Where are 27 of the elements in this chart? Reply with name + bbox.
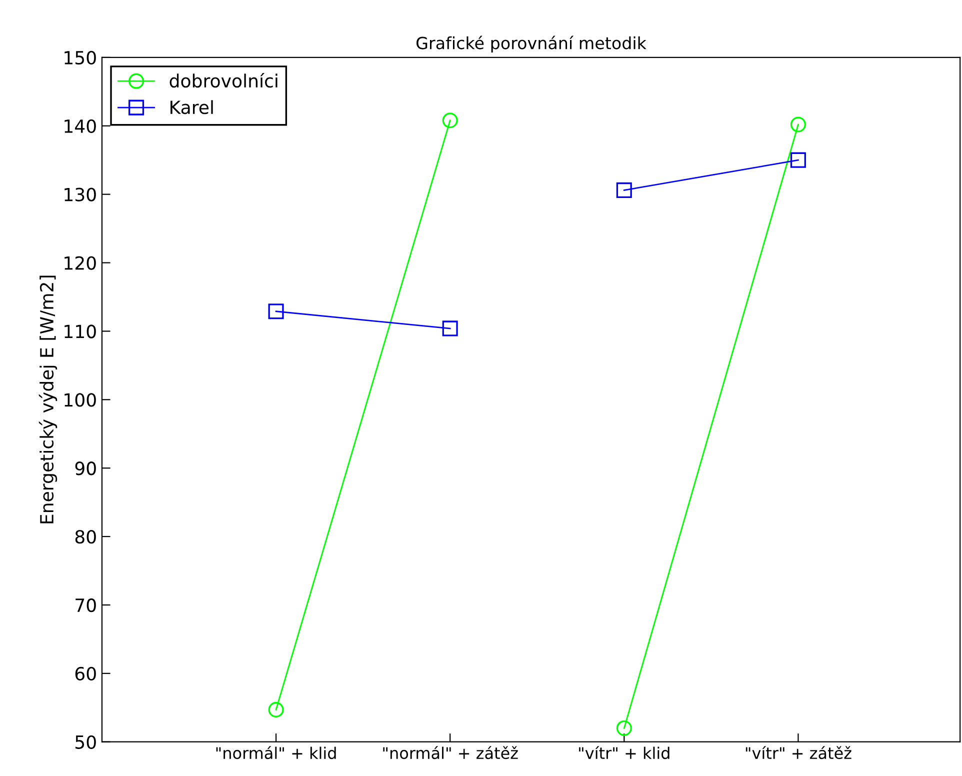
y-tick-label: 80 bbox=[75, 530, 96, 544]
x-tick-label: "normál" + zátěž bbox=[383, 746, 518, 760]
point bbox=[268, 702, 284, 718]
point bbox=[616, 720, 632, 736]
x-tick-label: "vítr" + zátěž bbox=[746, 746, 852, 760]
y-tick-label: 150 bbox=[64, 50, 96, 65]
point bbox=[616, 182, 632, 198]
legend-label: dobrovolníci bbox=[170, 72, 278, 88]
y-tick-label: 70 bbox=[76, 598, 96, 612]
x-tick-label: "normál" + klid bbox=[216, 746, 336, 760]
y-axis-title: Energetický výdej E [W/m2] bbox=[38, 276, 58, 524]
y-tick-label: 90 bbox=[75, 462, 96, 476]
point bbox=[268, 304, 284, 320]
legend-label: Karel bbox=[170, 100, 213, 114]
point bbox=[790, 152, 806, 168]
x-tick-label: "vítr" + klid bbox=[579, 746, 670, 760]
y-tick-label: 130 bbox=[64, 188, 96, 202]
y-tick-label: 50 bbox=[76, 735, 96, 749]
point bbox=[442, 320, 458, 336]
y-tick-label: 60 bbox=[75, 666, 96, 681]
point bbox=[790, 116, 806, 132]
y-tick-label: 120 bbox=[64, 256, 96, 270]
y-tick-label: 110 bbox=[64, 324, 96, 338]
chart-title: Grafické porovnání metodik bbox=[416, 36, 646, 53]
y-tick-label: 140 bbox=[64, 119, 96, 133]
point bbox=[442, 112, 458, 128]
y-tick-label: 100 bbox=[64, 393, 96, 407]
